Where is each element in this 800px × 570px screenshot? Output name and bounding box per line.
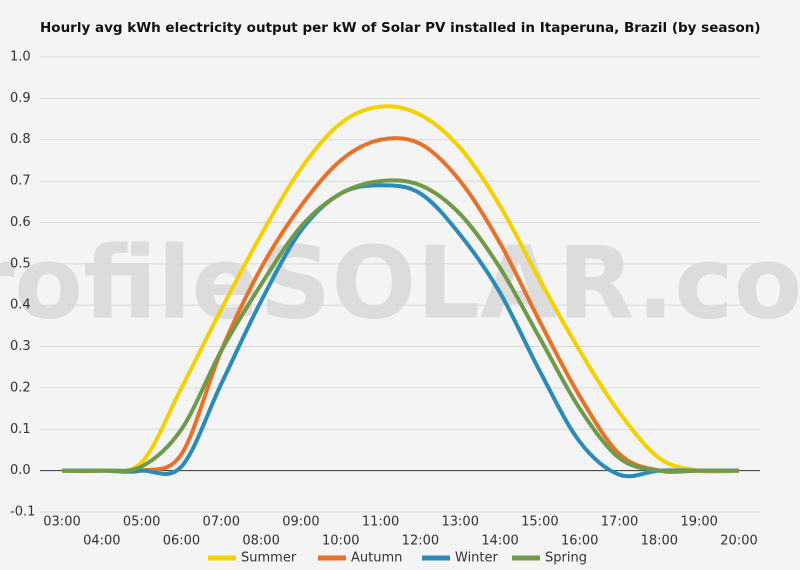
x-tick-label: 07:00	[203, 515, 240, 530]
series-line	[61, 178, 739, 474]
x-tick-label: 06:00	[163, 534, 200, 549]
x-tick-label: 12:00	[402, 534, 439, 549]
series-line	[61, 136, 739, 474]
x-tick-label: 09:00	[282, 515, 319, 530]
x-tick-label: 10:00	[322, 534, 359, 549]
x-tick-label: 20:00	[720, 534, 757, 549]
x-tick-label: 14:00	[481, 534, 518, 549]
y-tick-label: 0.9	[10, 91, 31, 106]
y-tick-label: 0.2	[10, 380, 31, 395]
y-tick-label: 0.7	[10, 174, 31, 189]
legend-label: Summer	[241, 551, 297, 566]
x-tick-label: 18:00	[641, 534, 678, 549]
legend-label: Spring	[545, 551, 587, 566]
legend-label: Winter	[455, 551, 499, 566]
y-tick-label: 0.3	[10, 339, 31, 354]
legend-label: Autumn	[351, 551, 402, 566]
chart-title: Hourly avg kWh electricity output per kW…	[40, 20, 761, 36]
x-tick-label: 13:00	[442, 515, 479, 530]
y-tick-label: 1.0	[10, 50, 31, 65]
series-line	[61, 183, 739, 479]
x-tick-label: 05:00	[123, 515, 160, 530]
y-tick-label: 0.8	[10, 132, 31, 147]
y-tick-label: 0.4	[10, 298, 31, 313]
x-tick-label: 17:00	[601, 515, 638, 530]
x-tick-label: 19:00	[680, 515, 717, 530]
y-tick-label: -0.1	[10, 505, 35, 520]
y-tick-label: 0.5	[10, 256, 31, 271]
x-tick-label: 04:00	[83, 534, 120, 549]
x-tick-label: 16:00	[561, 534, 598, 549]
series-line	[61, 104, 740, 474]
y-tick-label: 0.0	[10, 463, 31, 478]
x-tick-label: 08:00	[242, 534, 279, 549]
x-tick-label: 11:00	[362, 515, 399, 530]
watermark: profileSOLAR.com	[0, 224, 800, 341]
y-tick-label: 0.1	[10, 422, 31, 437]
x-tick-label: 15:00	[521, 515, 558, 530]
y-tick-label: 0.6	[10, 215, 31, 230]
x-tick-label: 03:00	[43, 515, 80, 530]
